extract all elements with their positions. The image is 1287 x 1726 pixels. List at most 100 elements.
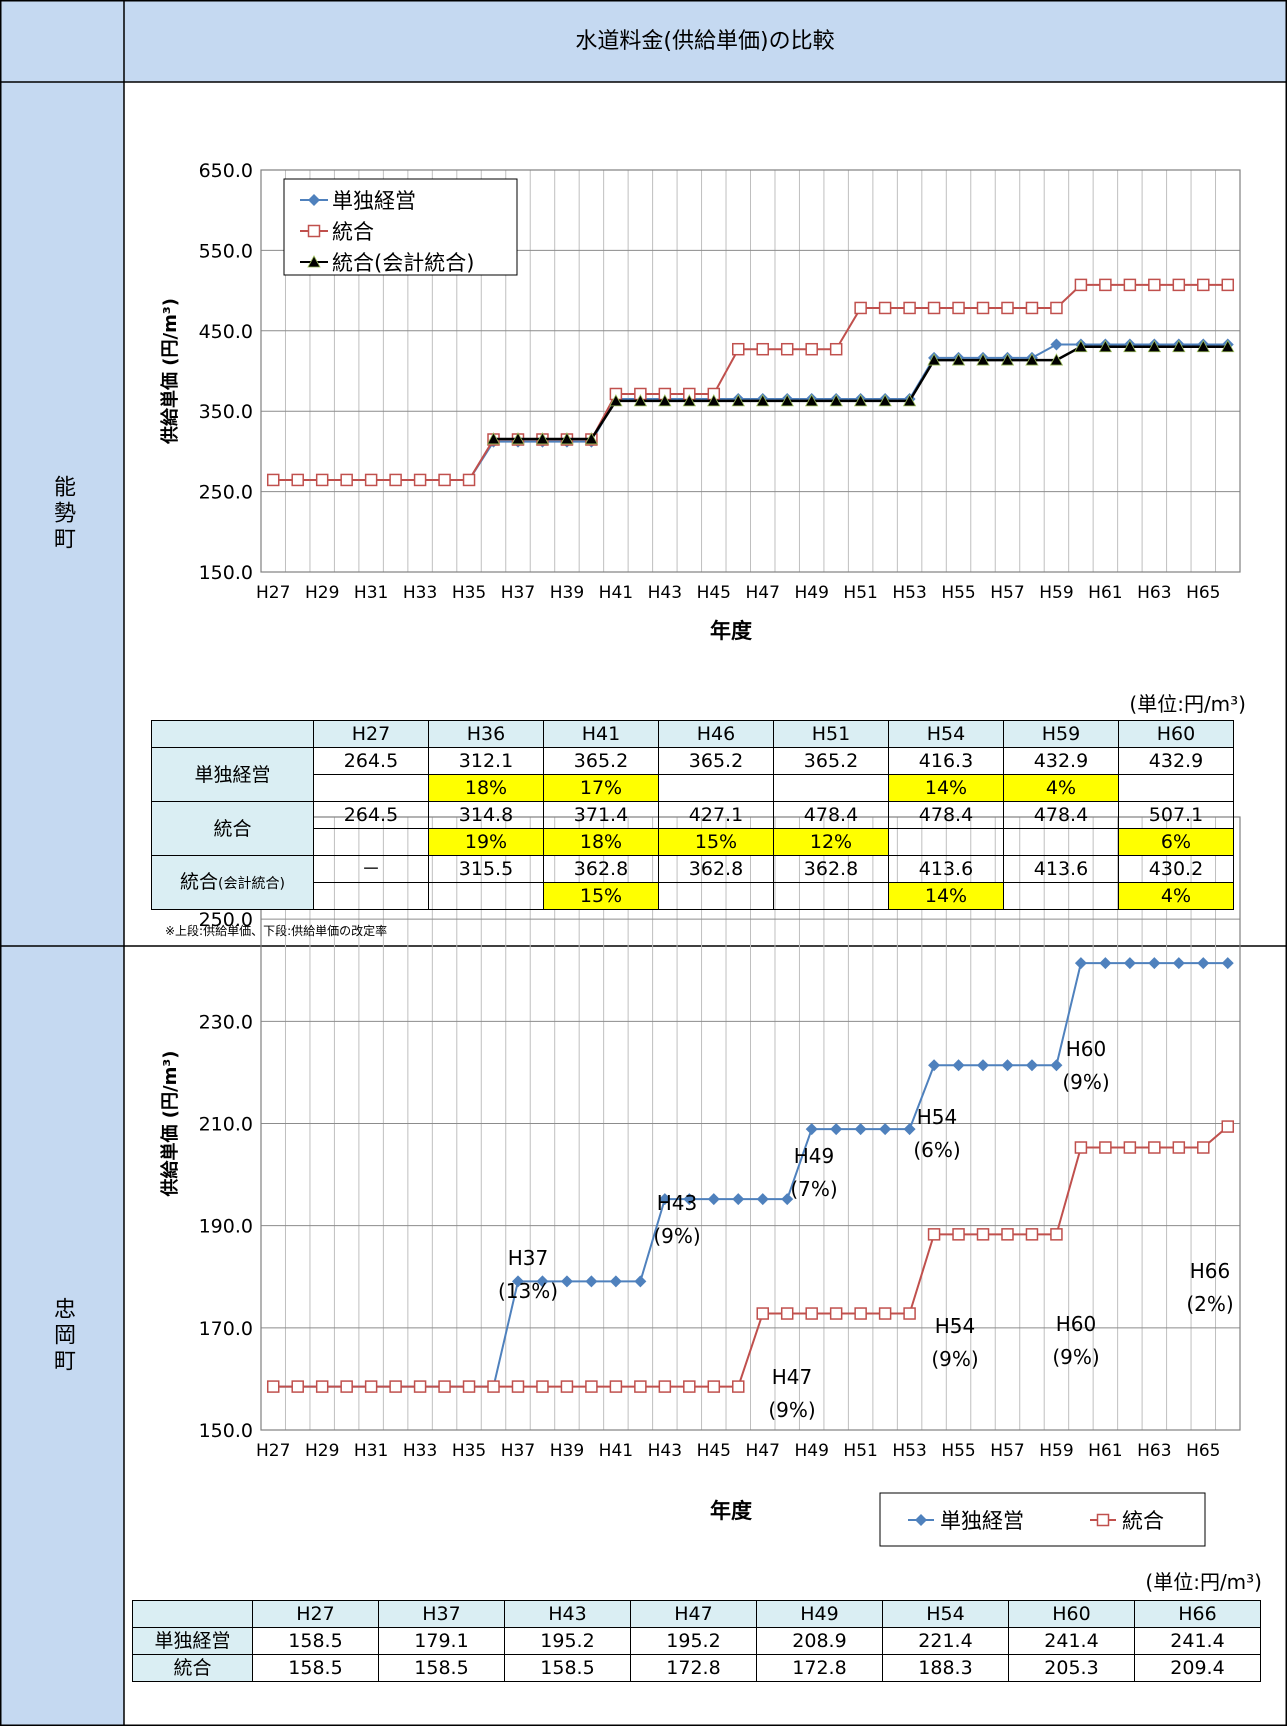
- annotation: (9%): [931, 1347, 978, 1371]
- point: [1196, 339, 1210, 353]
- point: [927, 1228, 941, 1241]
- legend-label: 単独経営: [332, 189, 416, 213]
- annotation: (13%): [498, 1279, 558, 1303]
- point: [780, 394, 794, 407]
- point: [805, 1123, 818, 1136]
- point: [707, 1193, 720, 1206]
- point: [1074, 1141, 1088, 1154]
- y-axis-title: 供給単価 (円/m³): [159, 1051, 181, 1198]
- point: [903, 1123, 916, 1136]
- header-cell: H27: [313, 720, 429, 748]
- x-tick-label: H37: [501, 1441, 535, 1461]
- point: [1098, 339, 1113, 353]
- annotation: (9%): [1062, 1070, 1109, 1094]
- point: [878, 394, 892, 407]
- table-cell: 362.8: [543, 855, 659, 883]
- legend-marker: [307, 255, 321, 268]
- point: [732, 342, 745, 356]
- point: [1147, 339, 1162, 353]
- x-tick-label: H47: [746, 1441, 780, 1461]
- point: [805, 342, 818, 356]
- point: [535, 432, 550, 445]
- rate-cell: 15%: [658, 828, 774, 856]
- annotation: H60: [1066, 1037, 1107, 1061]
- x-tick-label: H43: [648, 583, 682, 603]
- table-cell: 362.8: [658, 855, 774, 883]
- point: [830, 1123, 843, 1136]
- point: [1050, 338, 1063, 351]
- table-cell: 416.3: [888, 747, 1004, 775]
- legend-box: [283, 178, 518, 276]
- point: [658, 394, 672, 407]
- point: [878, 1307, 892, 1320]
- table-cell: 195.2: [504, 1627, 631, 1655]
- point: [732, 1193, 745, 1206]
- table-cell: [428, 882, 544, 910]
- table-cell: 158.5: [378, 1654, 505, 1682]
- table-cell: 478.4: [888, 801, 1004, 829]
- x-tick-label: H37: [501, 583, 535, 603]
- annotation: H54: [935, 1314, 976, 1338]
- point: [609, 1275, 622, 1288]
- x-tick-label: H53: [892, 583, 926, 603]
- point: [781, 1193, 794, 1206]
- header-cell: H46: [658, 720, 774, 748]
- point: [585, 1380, 598, 1393]
- point: [291, 1380, 304, 1393]
- annotation: H60: [1056, 1312, 1097, 1336]
- x-tick-label: H39: [550, 583, 584, 603]
- table-cell: 430.2: [1118, 855, 1234, 883]
- legend-marker: [308, 194, 320, 206]
- point: [487, 1380, 500, 1393]
- table: H27 H36 H41 H46 H51 H54 H59 H60 単独経営 264.5 312.1 36…: [151, 720, 1234, 910]
- table-cell: 158.5: [252, 1627, 379, 1655]
- row-name: 単独経営: [132, 1627, 253, 1655]
- point: [511, 1380, 525, 1393]
- point: [707, 394, 721, 407]
- point: [976, 301, 990, 315]
- legend-marker: [307, 224, 321, 238]
- legend-label: 統合: [332, 220, 374, 244]
- y-axis-title: 供給単価 (円/m³): [159, 298, 181, 445]
- table-cell: 365.2: [773, 747, 889, 775]
- x-tick-label: H55: [941, 583, 975, 603]
- point: [756, 342, 769, 356]
- point: [536, 1275, 549, 1288]
- point: [389, 473, 402, 487]
- y-tick-label: 250.0: [199, 482, 253, 504]
- plot-border: [260, 169, 1241, 573]
- point: [1172, 278, 1186, 292]
- point: [536, 1380, 549, 1393]
- point: [486, 432, 501, 445]
- y-tick-label: 150.0: [199, 562, 253, 584]
- rate-cell: 18%: [543, 828, 659, 856]
- point: [1050, 1059, 1063, 1072]
- x-tick-label: H55: [941, 1441, 975, 1461]
- table-cell: 371.4: [543, 801, 659, 829]
- x-tick-label: H57: [990, 583, 1024, 603]
- point: [903, 1307, 916, 1320]
- rate-cell: 18%: [428, 774, 544, 802]
- point: [1148, 957, 1161, 970]
- point: [732, 1380, 745, 1393]
- legend-marker: [1096, 1513, 1110, 1527]
- x-tick-label: H29: [305, 1441, 339, 1461]
- x-tick-label: H61: [1088, 1441, 1122, 1461]
- y-tick-label: 350.0: [199, 401, 253, 423]
- point: [511, 432, 525, 445]
- x-tick-label: H45: [697, 583, 731, 603]
- table-cell: [773, 882, 889, 910]
- point: [928, 1059, 941, 1072]
- corner-cell: [132, 1600, 253, 1628]
- point: [364, 473, 378, 487]
- y-tick-label: 450.0: [199, 321, 253, 343]
- x-tick-label: H65: [1186, 583, 1220, 603]
- rate-cell: 17%: [543, 774, 659, 802]
- annotation: H49: [794, 1144, 835, 1168]
- point: [560, 432, 574, 445]
- point: [1123, 957, 1136, 970]
- table-cell: 432.9: [1003, 747, 1119, 775]
- y-tick-label: 650.0: [199, 160, 253, 182]
- point: [560, 1275, 573, 1288]
- x-tick-label: H59: [1039, 583, 1073, 603]
